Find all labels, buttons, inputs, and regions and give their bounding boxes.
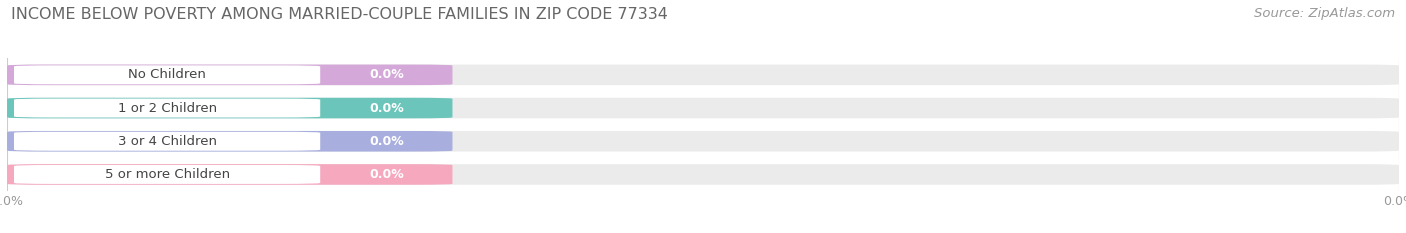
Text: INCOME BELOW POVERTY AMONG MARRIED-COUPLE FAMILIES IN ZIP CODE 77334: INCOME BELOW POVERTY AMONG MARRIED-COUPL…	[11, 7, 668, 22]
FancyBboxPatch shape	[7, 131, 1399, 151]
FancyBboxPatch shape	[7, 98, 1399, 118]
Text: 0.0%: 0.0%	[368, 135, 404, 148]
Text: 1 or 2 Children: 1 or 2 Children	[118, 102, 217, 115]
FancyBboxPatch shape	[7, 98, 453, 118]
Text: 3 or 4 Children: 3 or 4 Children	[118, 135, 217, 148]
Text: 0.0%: 0.0%	[368, 168, 404, 181]
FancyBboxPatch shape	[7, 65, 1399, 85]
Text: 0.0%: 0.0%	[368, 68, 404, 81]
FancyBboxPatch shape	[14, 99, 321, 117]
FancyBboxPatch shape	[7, 65, 453, 85]
Text: 0.0%: 0.0%	[368, 102, 404, 115]
FancyBboxPatch shape	[7, 164, 1399, 185]
FancyBboxPatch shape	[7, 131, 453, 151]
Text: 5 or more Children: 5 or more Children	[104, 168, 229, 181]
FancyBboxPatch shape	[14, 165, 321, 184]
FancyBboxPatch shape	[14, 65, 321, 84]
Text: No Children: No Children	[128, 68, 207, 81]
FancyBboxPatch shape	[14, 132, 321, 151]
Text: Source: ZipAtlas.com: Source: ZipAtlas.com	[1254, 7, 1395, 20]
FancyBboxPatch shape	[7, 164, 453, 185]
